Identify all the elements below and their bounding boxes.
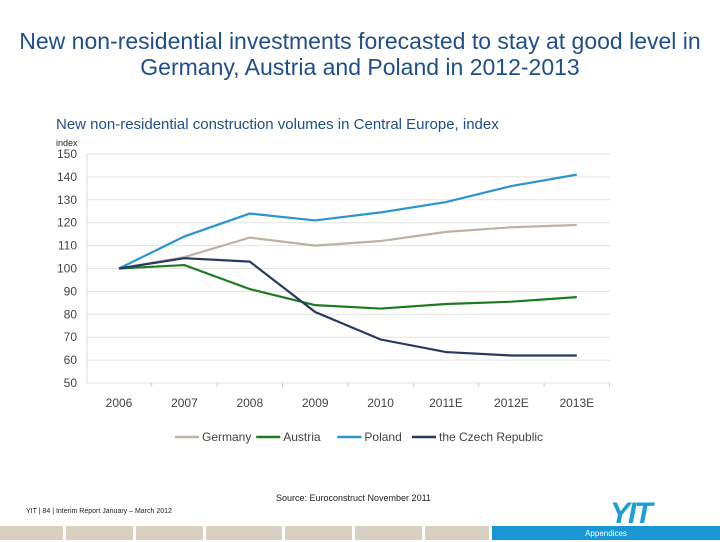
section-tab[interactable] xyxy=(285,526,352,540)
x-tick-label: 2013E xyxy=(559,396,594,410)
legend-label: Austria xyxy=(283,430,321,444)
slide-title: New non-residential investments forecast… xyxy=(19,28,701,80)
y-tick-label: 70 xyxy=(64,330,78,344)
x-tick-label: 2008 xyxy=(236,396,263,410)
y-tick-label: 110 xyxy=(58,239,77,253)
legend-label: the Czech Republic xyxy=(439,430,543,444)
chart-title: New non-residential construction volumes… xyxy=(56,116,499,133)
y-tick-label: 140 xyxy=(57,170,77,184)
series-line-poland xyxy=(118,173,577,270)
series-line-the-czech-republic xyxy=(118,257,577,357)
x-tick-label: 2010 xyxy=(367,396,394,410)
legend-label: Germany xyxy=(202,430,251,444)
section-tab[interactable] xyxy=(66,526,133,540)
source-note: Source: Euroconstruct November 2011 xyxy=(276,493,431,503)
y-tick-label: 80 xyxy=(64,307,78,321)
section-tab[interactable] xyxy=(206,526,282,540)
y-tick-label: 130 xyxy=(57,193,77,207)
section-tab[interactable] xyxy=(136,526,203,540)
y-tick-label: 50 xyxy=(64,376,78,390)
section-tab[interactable] xyxy=(425,526,489,540)
x-tick-label: 2007 xyxy=(171,396,198,410)
series-line-austria xyxy=(118,263,577,310)
y-tick-label: 90 xyxy=(64,284,78,298)
x-tick-label: 2012E xyxy=(494,396,529,410)
y-axis-label: index xyxy=(56,138,78,148)
section-tab[interactable] xyxy=(0,526,63,540)
legend-label: Poland xyxy=(364,430,401,444)
footer-text: YIT | 84 | Interim Report January – Marc… xyxy=(26,508,172,515)
section-tab[interactable] xyxy=(355,526,422,540)
x-tick-label: 2011E xyxy=(429,396,463,410)
yit-logo: YIT xyxy=(610,497,653,530)
x-tick-label: 2006 xyxy=(106,396,133,410)
y-tick-label: 120 xyxy=(57,216,77,230)
y-tick-label: 100 xyxy=(57,262,77,276)
section-tab-appendices[interactable]: Appendices xyxy=(492,526,720,540)
x-tick-label: 2009 xyxy=(302,396,329,410)
y-tick-label: 60 xyxy=(64,353,78,367)
series-line-germany xyxy=(118,223,577,270)
y-tick-label: 150 xyxy=(57,147,77,161)
section-tabs: Appendices xyxy=(0,526,720,540)
